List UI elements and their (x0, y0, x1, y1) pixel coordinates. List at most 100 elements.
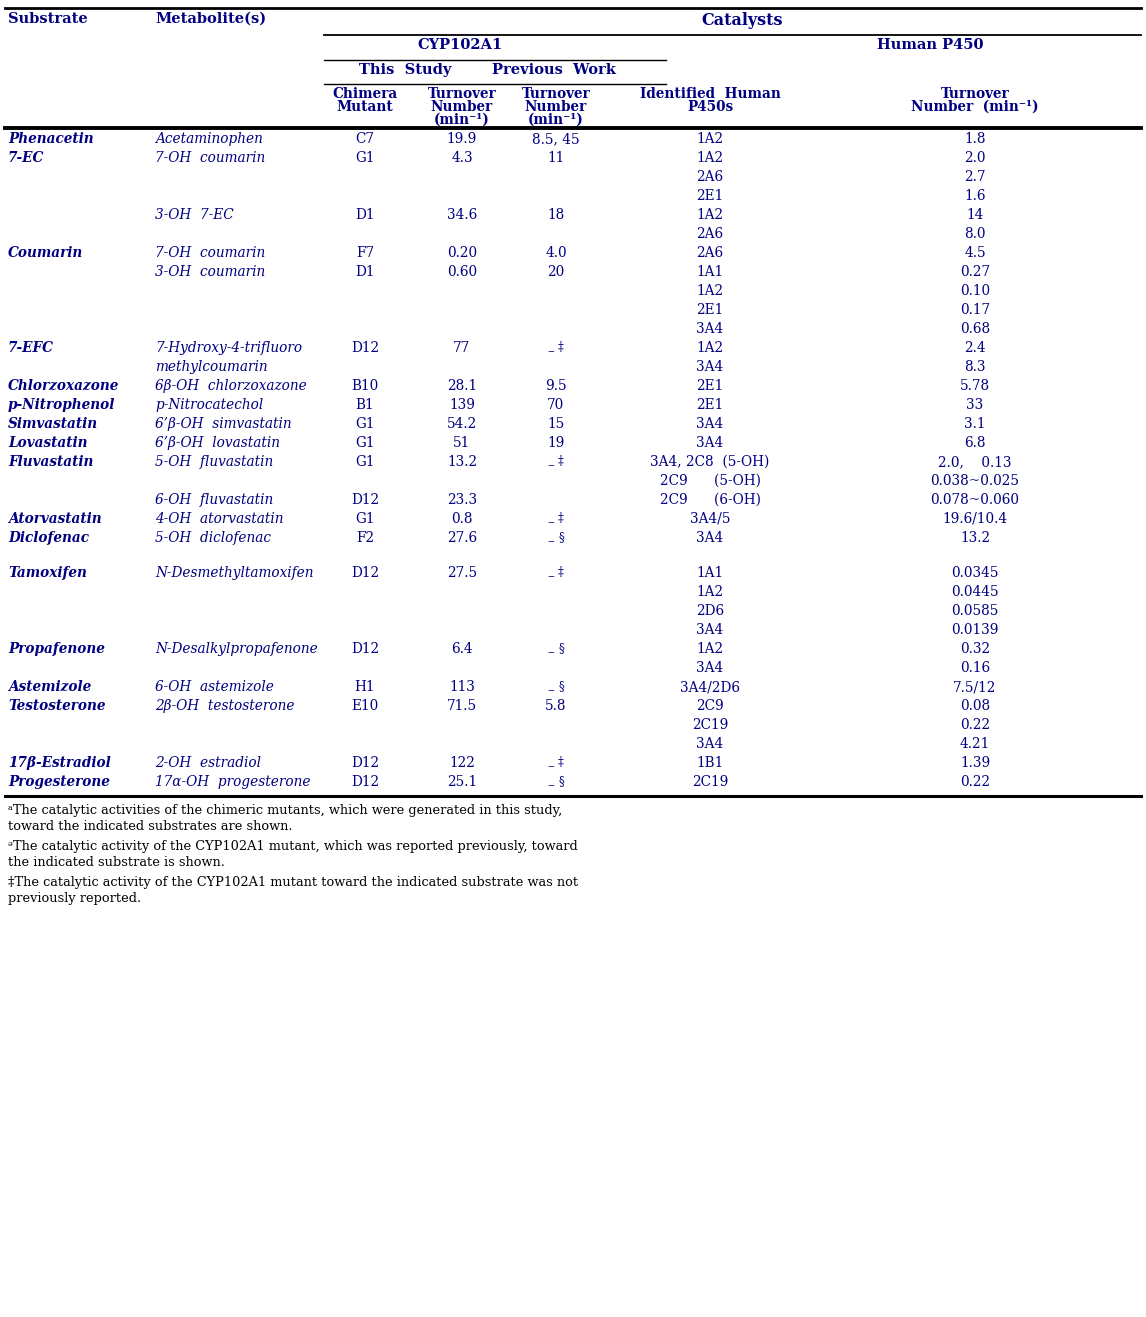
Text: Turnover: Turnover (941, 87, 1010, 101)
Text: 8.5, 45: 8.5, 45 (532, 132, 580, 146)
Text: 4-OH  atorvastatin: 4-OH atorvastatin (155, 512, 283, 525)
Text: D12: D12 (351, 643, 379, 656)
Text: 13.2: 13.2 (960, 531, 990, 545)
Text: 6.8: 6.8 (964, 436, 986, 450)
Text: 2A6: 2A6 (697, 170, 723, 184)
Text: 7-OH  coumarin: 7-OH coumarin (155, 246, 265, 259)
Text: 3A4: 3A4 (697, 623, 723, 637)
Text: G1: G1 (355, 151, 375, 165)
Text: Turnover: Turnover (521, 87, 590, 101)
Text: D12: D12 (351, 756, 379, 770)
Text: 1A2: 1A2 (697, 643, 723, 656)
Text: Mutant: Mutant (337, 100, 393, 115)
Text: N-Desmethyltamoxifen: N-Desmethyltamoxifen (155, 566, 314, 581)
Text: 8.0: 8.0 (964, 227, 986, 241)
Text: 122: 122 (449, 756, 474, 770)
Text: 0.0345: 0.0345 (951, 566, 999, 581)
Text: D12: D12 (351, 776, 379, 789)
Text: 0.60: 0.60 (447, 265, 477, 279)
Text: –: – (548, 515, 555, 529)
Text: 51: 51 (454, 436, 471, 450)
Text: Identified  Human: Identified Human (639, 87, 780, 101)
Text: 4.3: 4.3 (452, 151, 473, 165)
Text: 2E1: 2E1 (697, 398, 723, 412)
Text: 0.20: 0.20 (447, 246, 477, 259)
Text: 7.5/12: 7.5/12 (953, 680, 997, 694)
Text: 2-OH  estradiol: 2-OH estradiol (155, 756, 261, 770)
Text: 0.22: 0.22 (960, 718, 990, 732)
Text: N-Desalkylpropafenone: N-Desalkylpropafenone (155, 643, 317, 656)
Text: 0.22: 0.22 (960, 776, 990, 789)
Text: Catalysts: Catalysts (701, 12, 783, 29)
Text: B10: B10 (352, 379, 378, 392)
Text: 3A4: 3A4 (697, 417, 723, 431)
Text: Coumarin: Coumarin (8, 246, 84, 259)
Text: 0.8: 0.8 (452, 512, 473, 525)
Text: 2.0: 2.0 (964, 151, 986, 165)
Text: 18: 18 (548, 208, 565, 223)
Text: 2.7: 2.7 (964, 170, 986, 184)
Text: 11: 11 (548, 151, 565, 165)
Text: 1A2: 1A2 (697, 151, 723, 165)
Text: Chimera: Chimera (332, 87, 398, 101)
Text: 3A4: 3A4 (697, 531, 723, 545)
Text: 2D6: 2D6 (696, 605, 724, 618)
Text: 1B1: 1B1 (697, 756, 723, 770)
Text: 0.10: 0.10 (960, 284, 990, 298)
Text: Substrate: Substrate (8, 12, 88, 26)
Text: 1A2: 1A2 (697, 585, 723, 599)
Text: This  Study: This Study (359, 63, 452, 76)
Text: Acetaminophen: Acetaminophen (155, 132, 262, 146)
Text: 3A4/5: 3A4/5 (690, 512, 730, 525)
Text: G1: G1 (355, 417, 375, 431)
Text: 3-OH  7-EC: 3-OH 7-EC (155, 208, 234, 223)
Text: Atorvastatin: Atorvastatin (8, 512, 102, 525)
Text: p-Nitrophenol: p-Nitrophenol (8, 398, 116, 412)
Text: 20: 20 (548, 265, 565, 279)
Text: CYP102A1: CYP102A1 (417, 38, 503, 51)
Text: ‡: ‡ (558, 566, 564, 579)
Text: 1A2: 1A2 (697, 284, 723, 298)
Text: ‡: ‡ (558, 756, 564, 769)
Text: 2.4: 2.4 (964, 341, 986, 356)
Text: the indicated substrate is shown.: the indicated substrate is shown. (8, 856, 225, 869)
Text: §: § (558, 531, 564, 544)
Text: 23.3: 23.3 (447, 493, 477, 507)
Text: 6-OH  astemizole: 6-OH astemizole (155, 680, 274, 694)
Text: 3A4: 3A4 (697, 360, 723, 374)
Text: Number  (min⁻¹): Number (min⁻¹) (911, 100, 1038, 115)
Text: 5.8: 5.8 (545, 699, 567, 712)
Text: 0.16: 0.16 (960, 661, 990, 676)
Text: 2C9: 2C9 (696, 699, 724, 712)
Text: Turnover: Turnover (427, 87, 496, 101)
Text: 27.6: 27.6 (447, 531, 477, 545)
Text: 2E1: 2E1 (697, 303, 723, 317)
Text: 139: 139 (449, 398, 474, 412)
Text: –: – (548, 458, 555, 471)
Text: 0.08: 0.08 (960, 699, 990, 712)
Text: 2C19: 2C19 (692, 718, 728, 732)
Text: –: – (548, 344, 555, 358)
Text: p-Nitrocatechol: p-Nitrocatechol (155, 398, 264, 412)
Text: –: – (548, 533, 555, 548)
Text: 70: 70 (548, 398, 565, 412)
Text: 1.8: 1.8 (964, 132, 986, 146)
Text: 3A4: 3A4 (697, 661, 723, 676)
Text: 5-OH  fluvastatin: 5-OH fluvastatin (155, 454, 273, 469)
Text: –: – (548, 778, 555, 792)
Text: ᵃThe catalytic activities of the chimeric mutants, which were generated in this : ᵃThe catalytic activities of the chimeri… (8, 805, 563, 817)
Text: 77: 77 (454, 341, 471, 356)
Text: ‡: ‡ (558, 341, 564, 354)
Text: 6’β-OH  lovastatin: 6’β-OH lovastatin (155, 436, 280, 450)
Text: toward the indicated substrates are shown.: toward the indicated substrates are show… (8, 820, 292, 834)
Text: F7: F7 (356, 246, 374, 259)
Text: 15: 15 (548, 417, 565, 431)
Text: 3-OH  coumarin: 3-OH coumarin (155, 265, 265, 279)
Text: 7-Hydroxy-4-trifluoro: 7-Hydroxy-4-trifluoro (155, 341, 303, 356)
Text: 0.038~0.025: 0.038~0.025 (931, 474, 1020, 489)
Text: 33: 33 (966, 398, 983, 412)
Text: Simvastatin: Simvastatin (8, 417, 99, 431)
Text: D12: D12 (351, 493, 379, 507)
Text: 9.5: 9.5 (545, 379, 567, 392)
Text: 2C9      (6-OH): 2C9 (6-OH) (659, 493, 761, 507)
